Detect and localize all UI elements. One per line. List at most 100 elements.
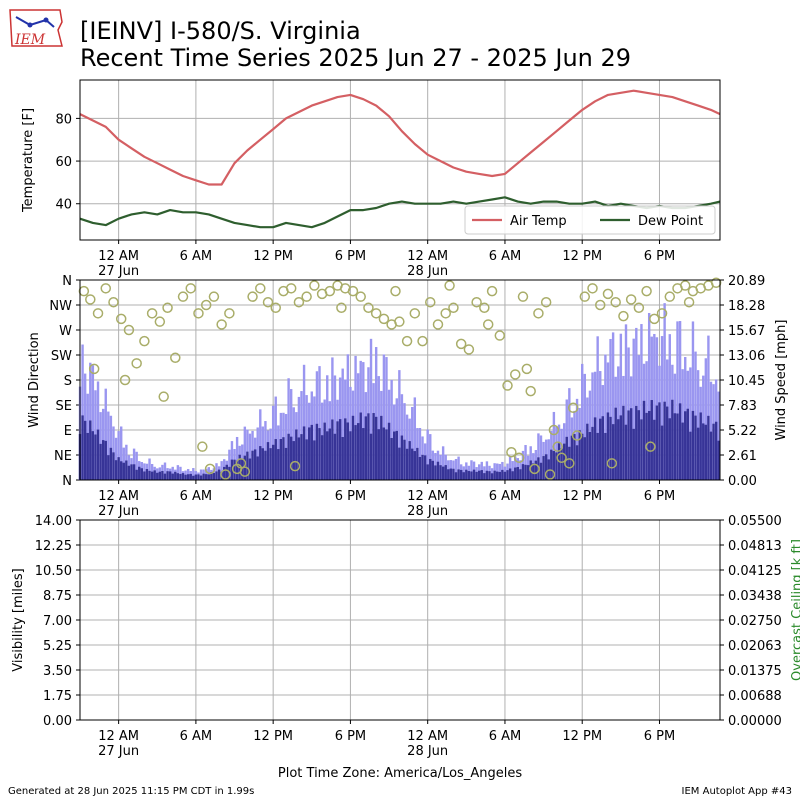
wind-speed-low-bar — [318, 428, 321, 480]
wind-speed-bar — [441, 446, 445, 480]
x-tick-label: 12 PM — [562, 249, 602, 264]
wind-speed-low-bar — [477, 470, 481, 480]
wind-speed-low-bar — [369, 433, 373, 480]
wind-direction-point — [567, 402, 579, 414]
wind-direction-point — [482, 319, 494, 330]
wind-speed-bar — [583, 373, 586, 480]
wind-direction-point — [123, 324, 135, 336]
x-tick-label: 6 PM — [644, 489, 675, 504]
wind-speed-low-bar — [104, 440, 107, 480]
wind-speed-low-bar — [632, 428, 635, 480]
wind-direction-point — [683, 296, 695, 308]
direction-tick-label: SW — [51, 349, 72, 364]
x-tick-label: 12 PM — [253, 729, 293, 744]
wind-speed-low-bar — [516, 466, 520, 480]
wind-speed-low-bar — [714, 421, 718, 480]
wind-speed-bar — [256, 427, 259, 480]
wind-speed-bar — [235, 436, 239, 480]
wind-speed-bar — [647, 312, 651, 480]
wind-speed-low-bar — [498, 471, 501, 480]
x-tick-label: 6 PM — [644, 729, 675, 744]
x-tick-label: 12 PM — [253, 249, 293, 264]
x-tick-label: 6 PM — [335, 249, 366, 264]
wind-direction-point — [108, 296, 119, 308]
wind-speed-low-bar — [560, 448, 563, 480]
visibility-tick-label: 8.75 — [43, 589, 72, 604]
wind-speed-low-bar — [624, 424, 628, 480]
wind-speed-bar — [171, 466, 174, 480]
visibility-tick-label: 14.00 — [35, 514, 72, 529]
wind-speed-bar — [243, 426, 247, 480]
wind-speed-low-bar — [508, 468, 512, 480]
wind-speed-low-bar — [346, 422, 350, 480]
wind-speed-low-bar — [709, 431, 713, 480]
wind-speed-low-bar — [202, 473, 205, 480]
wind-speed-low-bar — [684, 411, 687, 480]
wind-speed-low-bar — [642, 400, 646, 480]
wind-speed-low-bar — [158, 471, 162, 480]
wind-speed-low-bar — [277, 449, 280, 480]
wind-speed-low-bar — [313, 440, 316, 480]
wind-speed-bar — [568, 388, 571, 480]
wind-direction-point — [239, 466, 251, 477]
speed-tick-label: 15.67 — [728, 324, 765, 339]
wind-speed-low-bar — [153, 470, 156, 480]
wind-speed-bar — [508, 456, 512, 480]
wind-speed-low-bar — [114, 460, 118, 480]
wind-speed-low-bar — [289, 436, 293, 480]
wind-speed-bar — [405, 414, 409, 480]
speed-tick-label: 2.61 — [728, 449, 757, 464]
y-tick-label: 80 — [55, 112, 72, 127]
wind-direction-point — [455, 338, 467, 350]
wind-speed-low-bar — [673, 413, 677, 480]
wind-speed-low-bar — [447, 469, 450, 480]
wind-speed-low-bar — [532, 463, 535, 480]
wind-direction-point — [185, 283, 196, 294]
wind-speed-low-bar — [344, 418, 347, 480]
wind-speed-bar — [609, 338, 612, 480]
x-tick-label: 6 AM — [180, 249, 213, 264]
wind-speed-low-bar — [524, 464, 527, 480]
wind-speed-low-bar — [166, 471, 169, 480]
wind-speed-low-bar — [320, 435, 324, 480]
wind-direction-point — [602, 288, 614, 300]
direction-tick-label: SE — [56, 399, 72, 414]
wind-direction-point — [417, 335, 428, 347]
wind-speed-low-bar — [359, 412, 362, 480]
wind-direction-point — [92, 308, 104, 319]
wind-direction-point — [510, 369, 521, 380]
wind-speed-low-bar — [539, 462, 543, 480]
wind-speed-low-bar — [217, 469, 221, 480]
wind-speed-low-bar — [581, 433, 584, 480]
x-tick-label: 6 PM — [335, 489, 366, 504]
wind-speed-low-bar — [681, 422, 684, 480]
wind-speed-bar — [691, 321, 695, 480]
generated-footer: Generated at 28 Jun 2025 11:15 PM CDT in… — [8, 786, 254, 797]
wind-speed-low-bar — [483, 473, 486, 480]
wind-speed-low-bar — [666, 406, 669, 480]
wind-direction-point — [170, 352, 181, 364]
ceiling-tick-label: 0.02750 — [728, 614, 782, 629]
wind-speed-low-bar — [586, 423, 589, 480]
ceiling-tick-label: 0.02063 — [728, 639, 782, 654]
wind-speed-low-bar — [552, 451, 556, 480]
x-date-label: 27 Jun — [98, 504, 139, 519]
wind-speed-low-bar — [704, 424, 708, 480]
x-tick-label: 6 PM — [644, 249, 675, 264]
wind-speed-low-bar — [635, 405, 638, 480]
x-date-label: 28 Jun — [407, 744, 448, 759]
logo-text: IEM — [14, 32, 46, 48]
wind-speed-low-bar — [308, 427, 311, 480]
wind-speed-low-bar — [199, 475, 203, 480]
wind-speed-low-bar — [441, 466, 445, 480]
wind-speed-low-bar — [601, 416, 605, 480]
wind-speed-bar — [81, 344, 84, 480]
wind-speed-low-bar — [578, 430, 581, 480]
wind-speed-bar — [305, 395, 308, 480]
wind-speed-low-bar — [382, 427, 386, 480]
wind-speed-bar — [114, 437, 118, 480]
wind-direction-point — [119, 374, 131, 386]
wind-speed-low-bar — [171, 473, 174, 480]
wind-direction-point — [88, 363, 100, 375]
